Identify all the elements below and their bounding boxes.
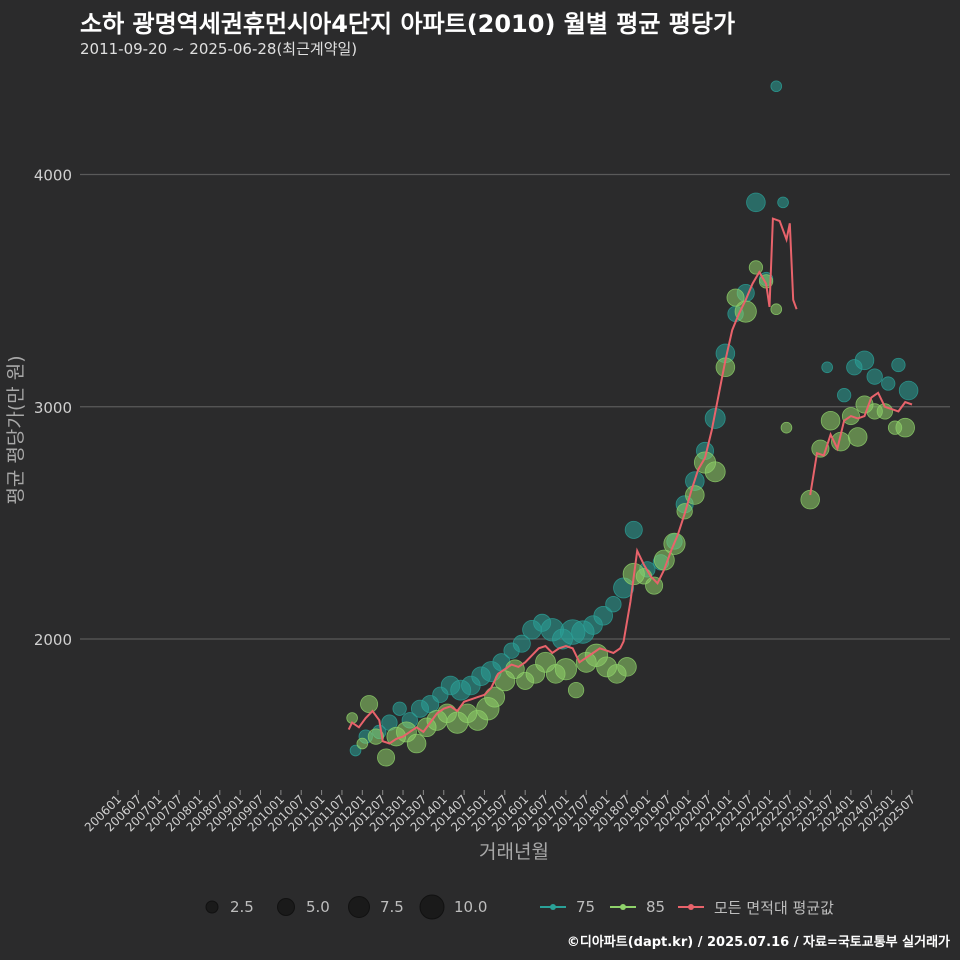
- data-point-75: [770, 80, 783, 93]
- data-point-75: [512, 634, 531, 653]
- data-point-75: [624, 520, 643, 539]
- data-point-75: [891, 357, 906, 373]
- y-tick-label: 4000: [34, 167, 72, 185]
- data-point-85: [567, 681, 585, 699]
- data-point-85: [704, 461, 726, 483]
- data-point-75: [866, 368, 883, 385]
- data-point-85: [617, 657, 637, 677]
- y-tick-layer: 2000 3000 4000: [34, 167, 72, 650]
- data-point-75: [349, 744, 362, 757]
- data-point-75: [593, 606, 613, 626]
- data-point-85: [748, 260, 764, 275]
- legend-size-item: 7.5: [346, 892, 404, 922]
- data-point-75: [898, 380, 919, 401]
- chart-subtitle: 2011-09-20 ~ 2025-06-28(최근계약일): [80, 40, 358, 58]
- data-point-75: [777, 196, 789, 209]
- chart-title: 소하 광명역세권휴먼시아4단지 아파트(2010) 월별 평균 평당가: [80, 10, 736, 38]
- point-layer: [346, 80, 919, 767]
- legend-size-item: 10.0: [418, 892, 487, 922]
- data-point-85: [554, 658, 577, 681]
- data-point-75: [837, 388, 852, 403]
- average-line: [347, 217, 798, 745]
- data-point-85: [377, 748, 396, 767]
- grid-layer: [80, 173, 950, 640]
- data-point-85: [406, 733, 427, 754]
- data-point-85: [847, 427, 868, 447]
- legend-series-75: 75: [538, 892, 595, 922]
- data-point-85: [726, 288, 745, 307]
- legend-size-item: 2.5: [202, 892, 254, 922]
- legend-series-85: 85: [608, 892, 665, 922]
- data-point-75: [746, 192, 766, 213]
- y-tick-label: 2000: [34, 631, 72, 649]
- legend-size-label: 5.0: [306, 898, 330, 916]
- y-tick-label: 3000: [34, 399, 72, 417]
- legend-size-label: 10.0: [454, 898, 488, 916]
- average-line: [809, 391, 913, 496]
- legend-size-label: 2.5: [230, 898, 254, 916]
- legend-series-label: 75: [576, 898, 596, 916]
- legend: 2.5 5.0 7.5 10.0 75 85 모든 면적대 평균값: [0, 892, 960, 922]
- y-axis-label: 평균 평당가(만 원): [5, 355, 27, 504]
- source-caption: ©디아파트(dapt.kr) / 2025.07.16 / 자료=국토교통부 실…: [566, 935, 950, 950]
- data-point-75: [821, 361, 833, 374]
- data-point-85: [685, 485, 705, 505]
- data-point-75: [605, 596, 622, 613]
- data-point-85: [360, 695, 379, 714]
- data-point-85: [484, 686, 506, 708]
- x-axis-label: 거래년월: [479, 841, 549, 863]
- data-point-85: [820, 410, 841, 431]
- data-point-85: [734, 300, 757, 323]
- data-point-75: [854, 350, 875, 371]
- data-point-85: [356, 737, 369, 750]
- legend-average-label: 모든 면적대 평균값: [714, 898, 834, 917]
- legend-average-line: 모든 면적대 평균값: [676, 892, 834, 922]
- line-layer: [347, 217, 913, 745]
- legend-size-item: 5.0: [274, 892, 330, 922]
- data-point-85: [780, 421, 793, 434]
- data-point-85: [367, 728, 385, 745]
- legend-size-label: 7.5: [380, 898, 404, 916]
- data-point-75: [881, 376, 896, 391]
- data-point-85: [770, 303, 783, 316]
- data-point-85: [895, 417, 915, 438]
- legend-series-label: 85: [646, 898, 666, 916]
- data-point-75: [392, 701, 407, 716]
- x-tick-layer: 2006012006072007012007072008012008072009…: [82, 790, 918, 835]
